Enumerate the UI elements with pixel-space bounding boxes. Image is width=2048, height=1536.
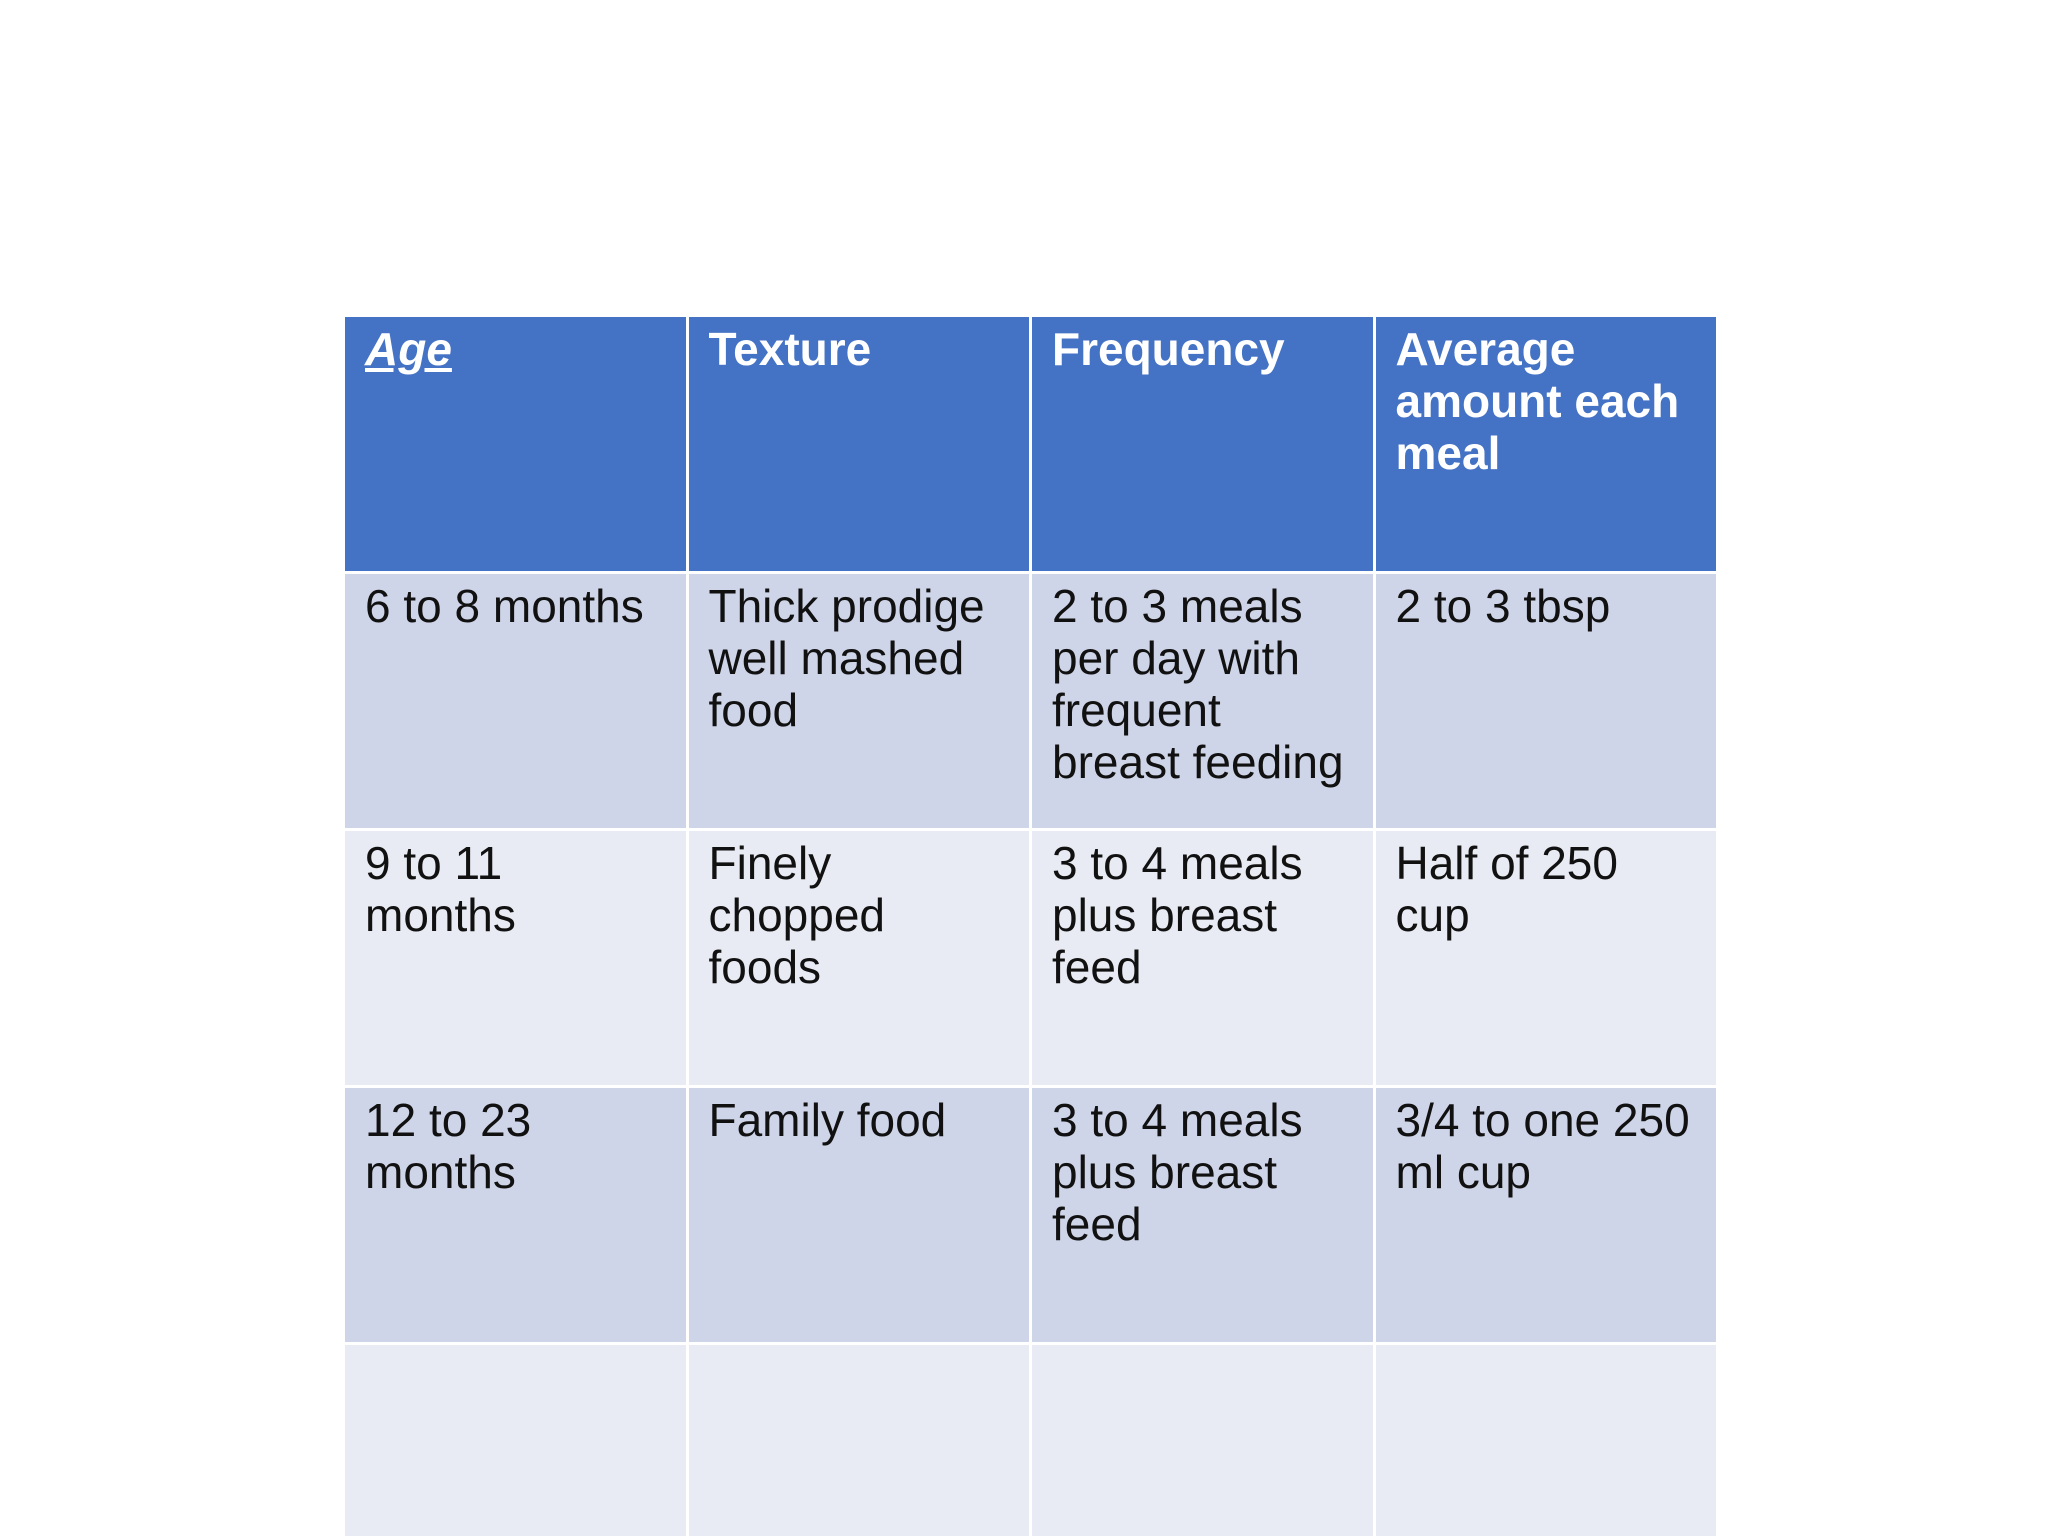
cell-texture: Thick prodige well mashed food xyxy=(685,571,1032,831)
table-row: 9 to 11 months Finely chopped foods 3 to… xyxy=(342,828,1719,1088)
table-row-empty xyxy=(342,1342,1719,1536)
cell-frequency: 3 to 4 meals plus breast feed xyxy=(1029,1085,1376,1345)
cell-amount xyxy=(1372,1342,1719,1536)
cell-amount: Half of 250 cup xyxy=(1372,828,1719,1088)
header-average-amount: Average amount each meal xyxy=(1372,314,1719,574)
cell-texture: Family food xyxy=(685,1085,1032,1345)
cell-age xyxy=(342,1342,689,1536)
cell-frequency: 3 to 4 meals plus breast feed xyxy=(1029,828,1376,1088)
cell-age: 6 to 8 months xyxy=(342,571,689,831)
table-row: 12 to 23 months Family food 3 to 4 meals… xyxy=(342,1085,1719,1345)
feeding-schedule-table: Age Texture Frequency Average amount eac… xyxy=(342,314,1719,1536)
cell-frequency xyxy=(1029,1342,1376,1536)
header-age: Age xyxy=(342,314,689,574)
cell-age: 9 to 11 months xyxy=(342,828,689,1088)
table-row: 6 to 8 months Thick prodige well mashed … xyxy=(342,571,1719,831)
header-frequency: Frequency xyxy=(1029,314,1376,574)
header-age-label: Age xyxy=(365,323,452,375)
header-texture: Texture xyxy=(685,314,1032,574)
cell-age: 12 to 23 months xyxy=(342,1085,689,1345)
cell-amount: 2 to 3 tbsp xyxy=(1372,571,1719,831)
table-header-row: Age Texture Frequency Average amount eac… xyxy=(342,314,1719,574)
cell-amount: 3/4 to one 250 ml cup xyxy=(1372,1085,1719,1345)
cell-frequency: 2 to 3 meals per day with frequent breas… xyxy=(1029,571,1376,831)
cell-texture xyxy=(685,1342,1032,1536)
cell-texture: Finely chopped foods xyxy=(685,828,1032,1088)
